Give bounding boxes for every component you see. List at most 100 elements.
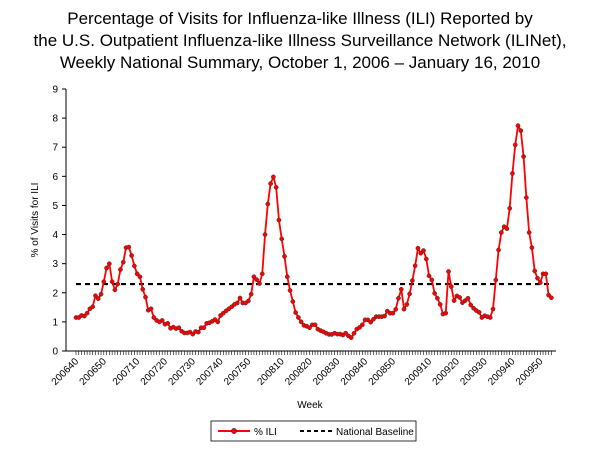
ili-data-point xyxy=(421,248,426,253)
legend-ili-marker xyxy=(231,428,237,434)
ili-data-point xyxy=(448,284,454,290)
ili-data-point xyxy=(412,263,418,269)
ili-data-point xyxy=(126,244,132,250)
x-tick-label: 200910 xyxy=(403,356,435,388)
ili-data-point xyxy=(524,195,529,200)
ili-data-point xyxy=(446,269,451,274)
ili-data-point xyxy=(498,230,504,235)
x-tick-label: 200750 xyxy=(222,356,254,388)
ili-data-point xyxy=(359,322,365,328)
ili-data-point xyxy=(435,295,440,301)
ili-data-point xyxy=(112,287,118,293)
y-axis-label: % of Visits for ILI xyxy=(30,183,41,258)
ili-data-point xyxy=(262,232,268,237)
ili-data-point xyxy=(81,313,87,319)
ili-data-point xyxy=(423,256,429,262)
ili-data-point xyxy=(549,295,554,301)
ili-data-point xyxy=(515,123,521,129)
ili-data-point xyxy=(234,300,240,306)
ili-data-point xyxy=(148,306,154,312)
ili-data-point xyxy=(351,330,357,336)
ili-data-point xyxy=(98,291,104,297)
y-tick-label: 6 xyxy=(52,172,58,183)
ili-data-point xyxy=(257,281,262,286)
chart-title: Percentage of Visits for Influenza-like … xyxy=(34,9,567,72)
x-tick-label: 200830 xyxy=(311,356,343,388)
ili-data-point xyxy=(118,267,123,272)
ili-data-point xyxy=(109,279,115,285)
ili-data-point xyxy=(537,280,543,285)
ili-data-point xyxy=(415,245,421,251)
ili-data-point xyxy=(251,274,257,280)
ili-data-point xyxy=(543,271,549,277)
ili-data-point xyxy=(165,320,171,326)
y-tick-label: 7 xyxy=(52,143,58,154)
chart-title-line-2: the U.S. Outpatient Influenza-like Illne… xyxy=(34,31,567,50)
ili-data-point xyxy=(398,286,404,292)
ili-data-point xyxy=(296,315,301,320)
ili-data-point xyxy=(90,304,96,310)
x-tick-label: 200810 xyxy=(255,356,287,388)
ili-data-point xyxy=(107,261,112,267)
legend-ili-label: % ILI xyxy=(254,427,277,438)
ili-data-point xyxy=(348,335,354,340)
ili-data-point xyxy=(521,154,526,159)
x-axis-label: Week xyxy=(297,400,323,411)
ili-data-point xyxy=(407,291,412,297)
ili-data-point xyxy=(382,313,387,319)
y-tick-label: 5 xyxy=(52,201,58,212)
x-tick-label: 200640 xyxy=(50,356,82,388)
ili-data-point xyxy=(134,271,140,277)
ili-data-point xyxy=(293,310,298,315)
ili-data-point xyxy=(159,318,165,323)
x-tick-label: 200740 xyxy=(194,356,226,388)
ili-data-point xyxy=(268,181,273,186)
x-tick-label: 200730 xyxy=(167,356,199,388)
y-tick-label: 3 xyxy=(52,259,58,270)
x-tick-label: 200950 xyxy=(514,356,546,388)
ili-data-point xyxy=(143,294,148,300)
x-tick-label: 200720 xyxy=(139,356,171,388)
ili-data-point xyxy=(298,319,304,325)
ili-data-point xyxy=(137,274,143,280)
legend-box xyxy=(210,420,417,442)
ili-data-point xyxy=(279,236,285,242)
ili-data-point xyxy=(282,254,287,259)
ili-data-point xyxy=(101,279,107,285)
ili-data-point xyxy=(493,277,499,283)
ili-data-point xyxy=(487,315,493,320)
ili-data-point xyxy=(535,275,540,281)
ili-data-point xyxy=(276,217,282,223)
x-tick-label: 200710 xyxy=(111,356,143,388)
ili-data-point xyxy=(284,274,290,280)
ili-data-point xyxy=(248,291,254,297)
ili-data-point xyxy=(259,271,265,277)
ili-data-point xyxy=(507,206,513,211)
ili-series-line xyxy=(76,122,552,339)
ili-data-point xyxy=(432,291,437,296)
ili-data-point xyxy=(437,302,443,307)
ili-data-point xyxy=(390,310,396,316)
ili-data-point xyxy=(468,302,474,308)
ili-data-point xyxy=(265,201,271,207)
chart-title-line-3: Weekly National Summary, October 1, 2006… xyxy=(60,53,540,72)
ili-data-point xyxy=(201,325,207,331)
ili-data-point xyxy=(504,226,510,232)
ili-data-point xyxy=(404,302,410,307)
ili-data-point xyxy=(368,319,374,325)
x-tick-label: 200850 xyxy=(367,356,399,388)
ili-data-point xyxy=(254,277,260,283)
ili-data-point xyxy=(273,185,279,190)
legend-baseline-label: National Baseline xyxy=(336,427,414,438)
ili-data-point xyxy=(151,315,157,320)
x-tick-label: 200920 xyxy=(431,356,463,388)
ili-data-point xyxy=(95,296,101,301)
ili-data-point xyxy=(410,278,415,283)
y-tick-label: 4 xyxy=(52,230,58,241)
ili-data-point xyxy=(457,295,462,300)
ili-data-point xyxy=(104,265,109,271)
x-tick-label: 200930 xyxy=(458,356,490,388)
ili-data-point xyxy=(476,309,482,315)
ili-data-point xyxy=(120,259,126,265)
